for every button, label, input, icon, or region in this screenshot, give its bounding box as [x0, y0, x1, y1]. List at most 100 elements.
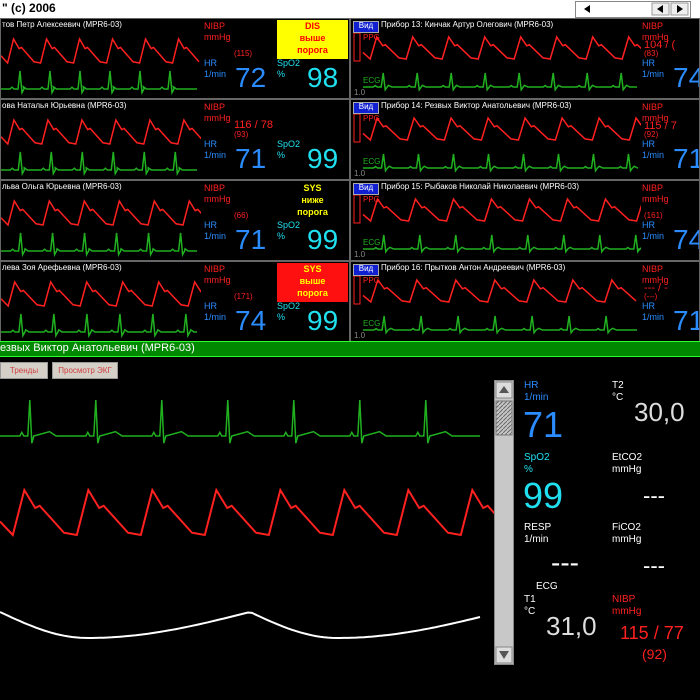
scale-label: 1.0: [354, 169, 366, 178]
waveforms: [353, 113, 641, 173]
nibp-mean: (161): [644, 211, 663, 220]
nibp-unit: mmHg: [612, 606, 642, 617]
view-button[interactable]: Вид: [353, 21, 379, 33]
alarm-text: SYS: [303, 264, 322, 274]
ecg-wave: [1, 232, 197, 258]
hr-unit: 1/min: [642, 69, 665, 79]
hr-value: 71: [673, 143, 699, 174]
hr-value: 71: [523, 404, 564, 445]
hr-label: HR: [204, 58, 217, 68]
hr-value: 71: [673, 305, 699, 336]
ecg-wave: [363, 315, 637, 335]
view-button[interactable]: Вид: [353, 183, 379, 195]
nibp-label: NIBP: [642, 21, 664, 31]
hr-label: HR: [524, 380, 539, 391]
patient-tile[interactable]: лева Зоя Арефьевна (MPR6-03) NIBP mmHg (171…: [0, 261, 350, 342]
t2-label: T2: [612, 380, 624, 391]
ppg-label: PPG: [363, 276, 380, 285]
fico2-value: ---: [643, 553, 665, 578]
hr-value: 74: [673, 62, 699, 93]
nibp-label: NIBP: [204, 264, 226, 274]
t1-label: T1: [524, 594, 536, 605]
ecg-view-button[interactable]: Просмотр ЭКГ: [52, 362, 118, 379]
etco2-unit: mmHg: [612, 464, 642, 475]
etco2-label: EtCO2: [612, 452, 643, 463]
t2-unit: °C: [612, 392, 624, 403]
nibp-label: NIBP: [204, 102, 226, 112]
patient-tile[interactable]: льва Ольга Юрьевна (MPR6-03) NIBP mmHg (66)…: [0, 180, 350, 261]
nibp-mean: (93): [234, 130, 249, 139]
nibp-mean: (92): [642, 646, 667, 662]
ecg-wave: [0, 399, 480, 444]
nibp-value: 104 / (: [644, 39, 676, 51]
hr-unit: 1/min: [524, 392, 549, 403]
ecg-wave: [363, 72, 637, 92]
ecg-wave: [363, 153, 639, 173]
pleth-wave: [1, 37, 200, 65]
spo2-label: SpO2: [277, 139, 301, 149]
ecg-wave: [1, 313, 197, 339]
patient-tile[interactable]: тов Петр Алексеевич (MPR6-03) NIBP mmHg (11…: [0, 18, 350, 99]
patient-name: Прибор 13: Кинчак Артур Олегович (MPR6-0…: [381, 20, 554, 29]
scrollbar[interactable]: [494, 380, 514, 665]
hr-value: 74: [673, 224, 699, 255]
patient-tile[interactable]: ова Наталья Юрьевна (MPR6-03) NIBP mmHg 116…: [0, 99, 350, 180]
hr-label: HR: [204, 139, 217, 149]
nibp-mean: (171): [234, 292, 253, 301]
ecg-label: ECG: [536, 581, 558, 592]
t1-unit: °C: [524, 606, 536, 617]
spo2-value: 99: [523, 475, 564, 516]
nibp-value: 115 / 7: [644, 120, 677, 132]
nibp-label: NIBP: [612, 594, 636, 605]
alarm-text: порога: [297, 288, 328, 298]
patient-name: ова Наталья Юрьевна (MPR6-03): [2, 101, 127, 110]
resp-wave: [0, 611, 481, 639]
ecg-wave: [363, 234, 641, 254]
nibp-mean: (92): [644, 130, 659, 139]
ecg-wave: [1, 70, 197, 96]
patient-tile[interactable]: Вид Прибор 14: Резвых Виктор Анатольевич …: [350, 99, 700, 180]
hr-unit: 1/min: [642, 150, 665, 160]
pleth-wave: [1, 199, 201, 227]
patient-tile[interactable]: Вид Прибор 13: Кинчак Артур Олегович (MPR…: [350, 18, 700, 99]
hr-label: HR: [642, 301, 655, 311]
trends-button[interactable]: Тренды: [0, 362, 48, 379]
hr-label: HR: [642, 58, 655, 68]
nav-control[interactable]: [575, 1, 691, 18]
ecg-wave: [1, 151, 197, 177]
alarm-text: порога: [297, 207, 328, 217]
alarm-box: SYS ниже порога: [277, 182, 348, 221]
hr-label: HR: [204, 220, 217, 230]
level-bar: [353, 113, 361, 143]
alarm-text: порога: [297, 45, 328, 55]
spo2-label: SpO2: [277, 220, 301, 230]
alarm-box: SYS выше порога: [277, 263, 348, 302]
pleth-wave: [0, 487, 513, 538]
spo2-unit: %: [524, 464, 533, 475]
spo2-value: 99: [307, 143, 339, 174]
view-button[interactable]: Вид: [353, 102, 379, 114]
spo2-value: 98: [307, 62, 339, 93]
spo2-label: SpO2: [277, 301, 301, 311]
ppg-label: PPG: [363, 114, 380, 123]
ecg-label: ECG: [363, 238, 381, 247]
patient-name: тов Петр Алексеевич (MPR6-03): [2, 20, 122, 29]
spo2-value: 99: [307, 224, 339, 255]
level-bar: [353, 194, 361, 224]
spo2-unit: %: [277, 312, 286, 322]
alarm-box: DIS выше порога: [277, 20, 348, 59]
patient-name: Прибор 16: Прытков Антон Андреевич (MPR6…: [381, 263, 566, 272]
pleth-wave: [362, 116, 641, 142]
nibp-value: 115 / 77: [620, 623, 684, 643]
waveforms: [1, 199, 201, 258]
view-button[interactable]: Вид: [353, 264, 379, 276]
nibp-mean: (---): [644, 292, 658, 301]
patient-name: лева Зоя Арефьевна (MPR6-03): [2, 263, 122, 272]
spo2-value: 99: [307, 305, 339, 336]
ppg-label: PPG: [363, 195, 380, 204]
fico2-label: FiCO2: [612, 522, 641, 533]
nibp-label: NIBP: [642, 183, 664, 193]
nibp-unit: mmHg: [204, 32, 231, 42]
resp-value: ---: [551, 547, 579, 578]
hr-unit: 1/min: [204, 69, 227, 79]
